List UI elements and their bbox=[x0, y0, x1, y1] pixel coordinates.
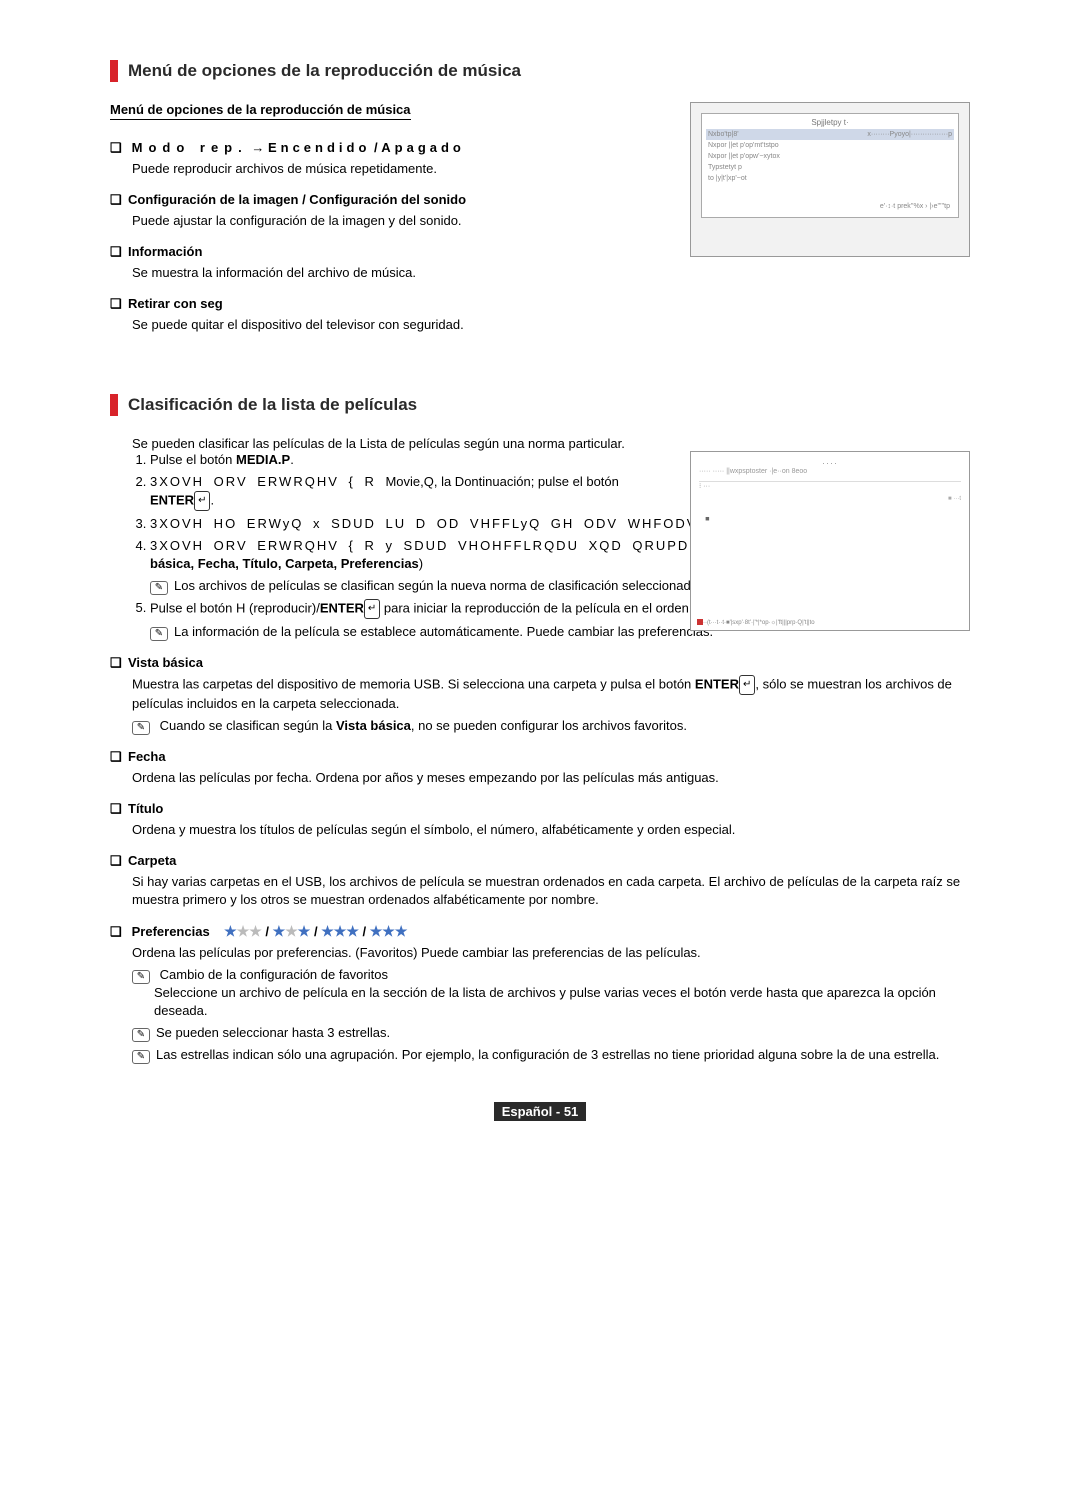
enter-icon: ↵ bbox=[194, 491, 210, 511]
pref-head: Preferencias ★★★ / ★★★ / ★★★ / ★★★ bbox=[110, 923, 970, 940]
pref-sub-body: Seleccione un archivo de película en la … bbox=[154, 984, 970, 1020]
note: Cuando se clasifican según la Vista bási… bbox=[132, 717, 970, 735]
item-body: Puede reproducir archivos de música repe… bbox=[132, 160, 590, 178]
vista-body: Muestra las carpetas del dispositivo de … bbox=[132, 675, 970, 735]
panel-row: Nxpor ||et p'op'mt'tstpo bbox=[706, 140, 954, 151]
section1-title: Menú de opciones de la reproducción de m… bbox=[110, 60, 970, 82]
panel-title: Spjjletpy t· bbox=[706, 118, 954, 127]
vista-head: Vista básica bbox=[110, 655, 970, 671]
item-head-config: Configuración de la imagen / Configuraci… bbox=[110, 192, 590, 208]
options-panel-screenshot: Spjjletpy t· Nxbo'tp|8' x········Pyoyo|·… bbox=[690, 102, 970, 257]
carpeta-head: Carpeta bbox=[110, 853, 970, 869]
movie-list-screenshot: ···· ····· ····· ||wxpsptoster ·|e··on 8… bbox=[690, 451, 970, 631]
note: Se pueden seleccionar hasta 3 estrellas. bbox=[132, 1024, 970, 1042]
panel-foot: e'·↕·t prek''%x › |›e'''''tp bbox=[706, 200, 954, 213]
section2-title: Clasificación de la lista de películas bbox=[110, 394, 970, 416]
note: Las estrellas indican sólo una agrupació… bbox=[132, 1046, 970, 1064]
item-body: Se puede quitar el dispositivo del telev… bbox=[132, 316, 590, 334]
intro-text: Se pueden clasificar las películas de la… bbox=[132, 436, 970, 451]
item-head-info: Información bbox=[110, 244, 590, 260]
carpeta-body: Si hay varias carpetas en el USB, los ar… bbox=[132, 873, 970, 909]
note: Cambio de la configuración de favoritos bbox=[132, 966, 970, 984]
item-head-modorep: Modo rep. → Encendido / Apagado bbox=[110, 140, 590, 156]
panel-row: Typstetyt p bbox=[706, 162, 954, 173]
panel2-l2: ⁝ ··· bbox=[699, 482, 961, 490]
item-head-retirar: Retirar con seg bbox=[110, 296, 590, 312]
fecha-head: Fecha bbox=[110, 749, 970, 765]
fecha-body: Ordena las películas por fecha. Ordena p… bbox=[132, 769, 970, 787]
panel2-dots: ···· bbox=[699, 458, 961, 468]
panel-row-r: x········Pyoyo|················p bbox=[867, 130, 952, 139]
panel2-foot: ··(t···t··t·■'|sxp'·8t'·|'*|*op·☼|'ft|||… bbox=[703, 620, 815, 626]
titulo-head: Título bbox=[110, 801, 970, 817]
titulo-body: Ordena y muestra los títulos de película… bbox=[132, 821, 970, 839]
s1-subtitle: Menú de opciones de la reproducción de m… bbox=[110, 102, 411, 120]
pref-body: Ordena las películas por preferencias. (… bbox=[132, 944, 970, 1064]
panel-row: Nxpor ||et p'opw'~xytox bbox=[706, 151, 954, 162]
panel2-l1: ····· ····· ||wxpsptoster ·|e··on 8eoo bbox=[699, 468, 961, 475]
item-body: Se muestra la información del archivo de… bbox=[132, 264, 590, 282]
enter-icon: ↵ bbox=[739, 675, 755, 695]
item-body: Puede ajustar la configuración de la ima… bbox=[132, 212, 590, 230]
panel-row: to |y|t'|xp'~ot bbox=[706, 173, 954, 184]
page-footer: Español - 51 bbox=[110, 1104, 970, 1119]
panel-row: Nxbo'tp|8' bbox=[708, 131, 739, 138]
enter-icon: ↵ bbox=[364, 599, 380, 619]
